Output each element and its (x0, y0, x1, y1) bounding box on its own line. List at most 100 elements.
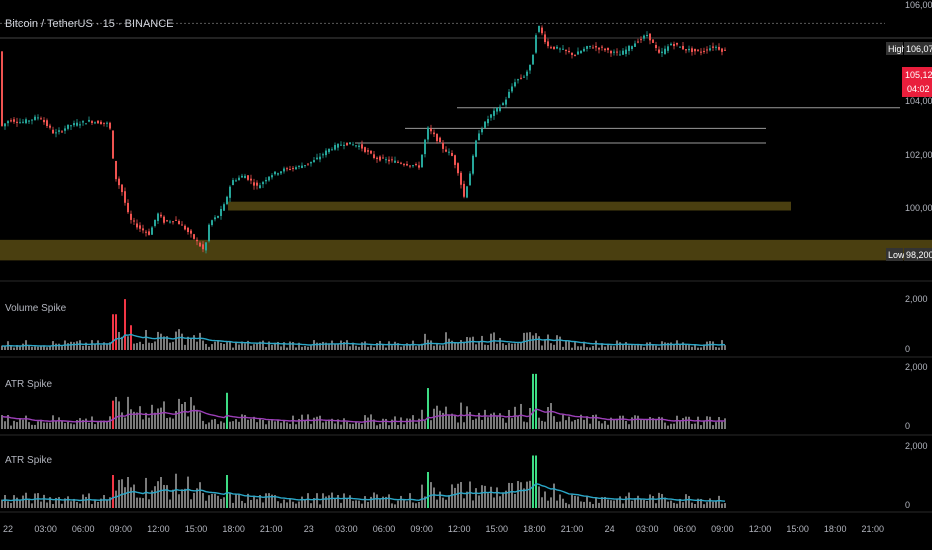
indicator-bar (193, 405, 195, 429)
indicator-bar (262, 419, 264, 429)
indicator-bar (508, 482, 510, 508)
candle (649, 33, 651, 41)
indicator-bar (484, 485, 486, 508)
candle (13, 119, 15, 122)
candle (262, 182, 264, 185)
time-tick: 18:00 (222, 524, 245, 534)
indicator-bar (88, 493, 90, 508)
candle (148, 231, 150, 235)
indicator-bar (253, 344, 255, 350)
indicator-bar (595, 414, 597, 429)
price-pane[interactable]: Bitcoin / TetherUS · 15 · BINANCE (0, 18, 932, 261)
indicator-bar (58, 417, 60, 429)
indicator-bar (421, 343, 423, 350)
indicator-bar (58, 497, 60, 508)
volume-spike-pane[interactable]: Volume Spike 2,000 0 (1, 294, 928, 354)
indicator-bar (598, 502, 600, 508)
indicator-bar (712, 425, 714, 429)
indicator-bar (259, 418, 261, 429)
indicator-bar (589, 347, 591, 350)
indicator-bar (133, 411, 135, 429)
candle (187, 227, 189, 232)
candle (556, 46, 558, 49)
candle (652, 39, 654, 43)
indicator-bar (616, 418, 618, 429)
candle (91, 121, 93, 123)
indicator-bar (661, 493, 663, 508)
indicator-bar (295, 347, 297, 350)
candle (550, 47, 552, 49)
indicator-bar (166, 336, 168, 350)
indicator-bar (643, 419, 645, 429)
indicator-bar (400, 346, 402, 350)
indicator-bar (232, 421, 234, 429)
indicator-bar (28, 345, 30, 350)
indicator-bar (601, 343, 603, 350)
candle (274, 171, 276, 175)
indicator-bar (442, 345, 444, 350)
indicator-bar (661, 341, 663, 350)
indicator-bar (712, 501, 714, 508)
time-axis[interactable]: 22 03:00 06:00 09:00 12:00 15:00 18:00 21:00 23 0… (3, 524, 884, 534)
indicator-bar (673, 502, 675, 508)
price-axis[interactable]: 106,000 104,000 102,000 100,000 High 106… (886, 0, 932, 261)
indicator-bar (463, 498, 465, 508)
indicator-bar (4, 346, 6, 350)
time-tick: 12:00 (147, 524, 170, 534)
indicator-bar (10, 345, 12, 350)
indicator-bar (703, 504, 705, 508)
indicator-bar (286, 502, 288, 508)
indicator-bar (208, 495, 210, 508)
indicator-bar (82, 345, 84, 350)
indicator-bar (652, 344, 654, 350)
indicator-bar (505, 422, 507, 429)
indicator-bar (430, 420, 432, 429)
candle (157, 213, 159, 221)
indicator-bar (571, 494, 573, 508)
indicator-bar (709, 498, 711, 508)
indicator-bar (199, 412, 201, 429)
indicator-bar (70, 341, 72, 350)
indicator-bar (586, 495, 588, 508)
indicator-bar (22, 419, 24, 429)
indicator-bar (505, 345, 507, 350)
candle (394, 160, 396, 163)
candle (406, 164, 408, 166)
candle (472, 155, 474, 174)
indicator-bar (232, 502, 234, 508)
indicator-bar (223, 497, 225, 508)
indicator-bar (208, 422, 210, 429)
high-label: High (888, 44, 907, 54)
horizontal-levels[interactable] (355, 107, 900, 144)
indicator-bar (607, 499, 609, 508)
candle (253, 182, 255, 186)
indicator-bar (79, 503, 81, 508)
indicator-bar (337, 494, 339, 508)
indicator-bar (223, 422, 225, 429)
indicator-bar (646, 419, 648, 429)
indicator-bar (367, 346, 369, 350)
indicator-bar (49, 497, 51, 508)
indicator-bar (247, 493, 249, 508)
indicator-bar (625, 420, 627, 429)
candle (292, 167, 294, 169)
indicator-bar (439, 491, 441, 508)
indicator-bar (661, 417, 663, 429)
indicator-bar (604, 496, 606, 508)
candle (616, 51, 618, 53)
indicator-bar (697, 347, 699, 350)
atr-spike-pane[interactable]: ATR Spike 2,000 0 (1, 362, 928, 431)
indicator-bar (250, 499, 252, 508)
indicator-bar (118, 401, 120, 429)
indicator-bar (688, 345, 690, 350)
indicator-bar (277, 419, 279, 429)
candle (634, 43, 636, 47)
indicator-bar (364, 341, 366, 350)
indicator-bar (337, 343, 339, 350)
time-tick: 23 (304, 524, 314, 534)
indicator-bar (502, 343, 504, 350)
atr-spike-pane-2[interactable]: ATR Spike 2,000 0 (1, 441, 928, 510)
candle (574, 54, 576, 56)
indicator-bar (310, 423, 312, 429)
